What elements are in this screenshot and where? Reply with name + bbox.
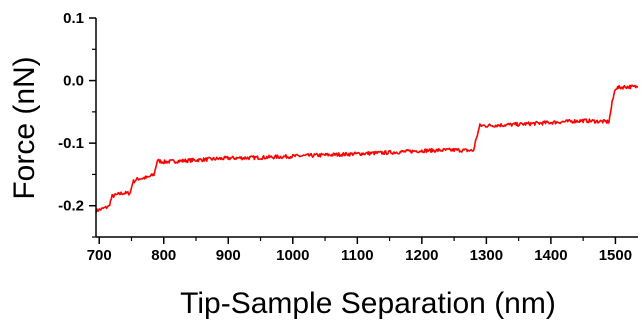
x-axis-title: Tip-Sample Separation (nm) bbox=[180, 287, 556, 320]
series-line-0 bbox=[95, 84, 639, 213]
x-tick-label: 1200 bbox=[405, 247, 438, 264]
x-tick-label: 700 bbox=[87, 247, 112, 264]
y-axis-title: Force (nN) bbox=[8, 56, 41, 199]
y-tick-label: -0.2 bbox=[58, 198, 84, 215]
x-tick-label: 1300 bbox=[470, 247, 503, 264]
x-axis-ticks: 700 800 900 1000 1100 1200 1300 1400 1500 bbox=[87, 237, 632, 264]
x-tick-label: 1500 bbox=[599, 247, 632, 264]
plot-area bbox=[95, 18, 639, 238]
y-tick-label: 0.1 bbox=[63, 10, 84, 27]
y-axis-ticks: 0.1 0.0 -0.1 -0.2 bbox=[58, 10, 96, 238]
y-tick-label: 0.0 bbox=[63, 73, 84, 90]
x-tick-label: 1400 bbox=[534, 247, 567, 264]
y-tick-label: -0.1 bbox=[58, 135, 84, 152]
x-tick-label: 900 bbox=[216, 247, 241, 264]
x-tick-label: 1100 bbox=[341, 247, 374, 264]
x-tick-label: 1000 bbox=[276, 247, 309, 264]
x-tick-label: 800 bbox=[151, 247, 176, 264]
